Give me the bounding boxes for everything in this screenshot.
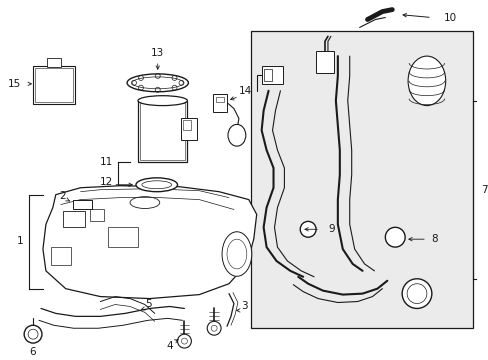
Ellipse shape <box>300 221 315 237</box>
Ellipse shape <box>385 227 404 247</box>
Text: 8: 8 <box>430 234 437 244</box>
Ellipse shape <box>227 125 245 146</box>
Bar <box>140 103 185 160</box>
Ellipse shape <box>407 56 445 105</box>
Bar <box>90 210 104 221</box>
Text: 10: 10 <box>443 13 456 23</box>
Ellipse shape <box>127 74 188 92</box>
Text: 1: 1 <box>17 236 23 246</box>
Bar <box>33 66 75 104</box>
Text: 13: 13 <box>151 48 164 58</box>
Bar <box>315 51 333 73</box>
Bar <box>35 68 73 102</box>
Ellipse shape <box>222 232 251 276</box>
Text: 5: 5 <box>144 300 151 310</box>
Text: 3: 3 <box>241 301 247 311</box>
Ellipse shape <box>136 178 177 192</box>
Ellipse shape <box>401 279 431 309</box>
Bar <box>213 94 226 112</box>
Bar <box>216 97 224 102</box>
Bar <box>181 118 197 140</box>
Ellipse shape <box>24 325 42 343</box>
Bar <box>263 69 271 81</box>
Text: 12: 12 <box>100 177 113 187</box>
Text: 14: 14 <box>239 86 252 96</box>
Text: 2: 2 <box>59 191 65 201</box>
Bar <box>261 66 283 84</box>
Bar <box>73 199 92 210</box>
Text: 6: 6 <box>30 347 36 357</box>
Bar <box>47 58 61 67</box>
Text: 4: 4 <box>165 341 172 351</box>
Bar <box>250 31 472 328</box>
Text: 7: 7 <box>480 185 487 195</box>
Text: 9: 9 <box>327 224 334 234</box>
Bar <box>138 101 187 162</box>
Ellipse shape <box>177 334 191 348</box>
Bar <box>183 121 191 130</box>
Bar <box>51 247 70 265</box>
Text: 11: 11 <box>100 157 113 167</box>
Polygon shape <box>43 186 256 298</box>
Ellipse shape <box>207 321 221 335</box>
Text: 15: 15 <box>8 79 21 89</box>
Ellipse shape <box>138 96 187 105</box>
Bar <box>108 227 138 247</box>
Bar <box>62 211 84 227</box>
